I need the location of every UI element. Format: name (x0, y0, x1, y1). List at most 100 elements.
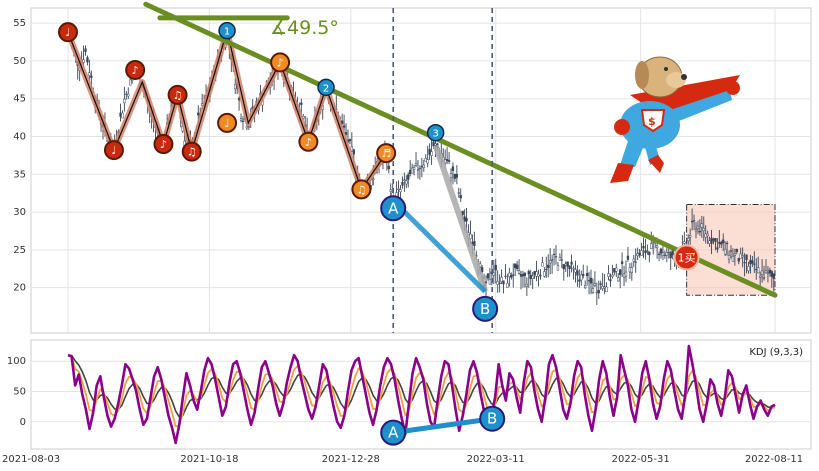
candle-body (558, 256, 562, 261)
candle-body (636, 253, 639, 256)
candle-body (698, 230, 702, 233)
candle-body (683, 241, 686, 244)
candle-body (582, 274, 585, 277)
marker-label: ♫ (173, 89, 183, 102)
candle-body (245, 125, 249, 129)
kdj-marker-label: A (388, 424, 399, 442)
kdj-marker (380, 419, 407, 446)
candle-body (584, 285, 587, 289)
candle-body (747, 266, 750, 272)
marker-note (125, 59, 146, 80)
candle-body (82, 59, 85, 63)
candle-body (770, 271, 773, 277)
candle-body (659, 248, 663, 254)
candle-body (690, 220, 694, 223)
candle-body (494, 264, 497, 271)
candle-body (562, 264, 565, 270)
candle-body (430, 151, 433, 156)
candle-body (459, 195, 462, 199)
candle-body (560, 259, 563, 261)
candle-body (527, 271, 530, 275)
candle-body (492, 272, 495, 276)
candle-body (517, 270, 521, 274)
candle-body (412, 167, 416, 170)
angle-annotation: ∡49.5° (270, 17, 339, 39)
price-y-tick-label: 30 (13, 207, 26, 218)
candle-body (387, 165, 390, 170)
candle-body (760, 270, 764, 275)
candle-body (724, 248, 727, 255)
candle-body (743, 262, 746, 264)
candle-body (556, 265, 560, 271)
kdj-ab-line (392, 416, 493, 436)
candle-body (657, 253, 661, 256)
candle-body (694, 229, 698, 232)
candle-body (667, 251, 670, 253)
mascot-shield (640, 109, 666, 133)
candle-body (405, 180, 408, 185)
candle-body (535, 271, 538, 277)
marker-label: ♫ (356, 183, 366, 196)
swing-line (391, 198, 487, 294)
price-y-tick-label: 25 (13, 245, 26, 256)
marker-label: ♪ (160, 138, 167, 151)
marker-letter (380, 195, 407, 222)
candle-body (768, 269, 772, 274)
candle-body (580, 274, 583, 281)
x-axis-labels: 2021-08-03 2021-10-18 2021-12-28 2022-03-11… (2, 454, 803, 465)
mascot-fist (726, 81, 740, 95)
candle-body (735, 248, 738, 252)
candle-body (566, 261, 569, 267)
candle-body (759, 275, 762, 278)
candle-body (409, 169, 412, 174)
price-y-tick-label: 35 (13, 169, 26, 180)
candle-body (453, 173, 457, 179)
candle-body (129, 79, 132, 86)
candle-body (125, 93, 128, 95)
marker-note (58, 22, 78, 43)
candle-body (617, 277, 620, 282)
mascot-ear (635, 61, 649, 89)
candle-body (247, 126, 250, 128)
candle-body (638, 252, 641, 255)
x-tick-label: 2022-08-11 (745, 454, 803, 465)
mascot-snout (666, 72, 686, 88)
marker-note (181, 141, 202, 162)
candle-body (741, 255, 744, 258)
candle-body (541, 262, 544, 267)
candle-body (597, 289, 600, 294)
candle-body (506, 282, 509, 288)
mascot-eye (664, 67, 668, 71)
candle-body (725, 242, 729, 245)
candle-body (727, 255, 731, 260)
price-y-tick-label: 45 (13, 94, 26, 105)
candle-body (352, 149, 355, 155)
candle-body (514, 263, 517, 269)
mascot-glove (614, 119, 630, 135)
marker-label: ♪ (305, 136, 312, 149)
candle-body (550, 259, 554, 261)
candle-body (772, 273, 775, 279)
candle-body (622, 273, 626, 278)
candle-body (663, 254, 667, 256)
candle-body (519, 273, 523, 277)
candle-body (451, 166, 455, 171)
candle-body (531, 275, 534, 279)
candle-body (619, 269, 622, 275)
candle-body (449, 173, 453, 179)
swing-line (432, 144, 488, 293)
kdj-y-tick-label: 50 (13, 386, 26, 397)
candle-body (121, 112, 124, 119)
marker-note (351, 179, 372, 200)
candle-body (197, 112, 200, 116)
marker-note (103, 140, 124, 161)
x-tick-label: 2021-10-18 (180, 454, 238, 465)
candle-body (655, 245, 659, 249)
kdj-marker (479, 405, 506, 432)
candle-body (607, 273, 610, 277)
marker-label: A (388, 199, 399, 217)
candle-body (410, 167, 414, 174)
marker-num (317, 78, 335, 97)
candle-body (628, 267, 632, 273)
price-panel: 20 25 30 35 40 45 50 55 ∡49.5° ♩ ♪ ♩ ♪ ♫ ♫ 1 ♩ ♪ 2 ♪ ♫ ♬ 3 A B 1买 (13, 1, 812, 334)
